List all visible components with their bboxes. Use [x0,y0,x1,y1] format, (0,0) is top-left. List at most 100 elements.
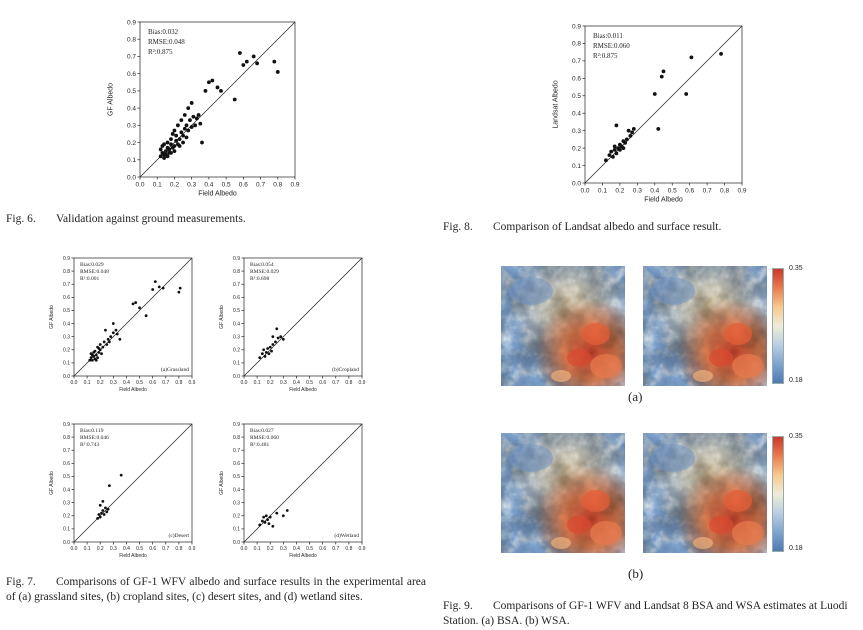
data-point [271,335,275,339]
data-point [626,128,631,133]
stat-line: Bias:0.029 [80,262,104,268]
y-tick-label: 0.6 [63,461,70,467]
x-axis-label: Field Albedo [119,387,147,393]
x-tick-label: 0.4 [123,380,130,386]
fig8-chart: 0.00.0 0.1 0.1 0.2 0.2 0.3 0.3 0.4 0.4 0.5 0.5 0.6 0… [553,23,747,203]
y-tick-label: 0.5 [233,308,240,314]
y-tick-label: 0.6 [127,71,136,78]
data-point [609,149,614,154]
x-tick-label: 0.0 [580,188,589,195]
data-point [106,507,110,511]
y-tick-label: 0.5 [63,474,70,480]
y-tick-label: 0.7 [233,282,240,288]
data-point [241,63,246,67]
x-tick-label: 0.8 [273,182,282,189]
x-tick-label: 0.0 [241,380,248,386]
data-point [96,517,99,520]
data-point [276,336,280,340]
y-tick-label: 0.1 [233,361,240,367]
fig9b-colorbar [772,436,784,552]
x-tick-label: 0.1 [84,546,91,552]
stat-line: R²:0.875 [593,52,618,60]
stat-line: RMSE:0.060 [250,435,279,441]
data-point [266,518,269,522]
x-tick-label: 0.4 [204,182,213,189]
data-point [182,126,187,131]
y-tick-label: 0.7 [63,282,70,288]
y-tick-label: 0.3 [127,123,136,130]
data-point [169,150,173,155]
data-point [100,352,103,356]
fig7c-chart: 0.00.0 0.1 0.1 0.2 0.2 0.3 0.3 0.4 0.4 0.5 0.5 0.6 0… [49,422,196,559]
x-tick-label: 0.2 [267,380,274,386]
x-tick-label: 0.7 [256,182,265,189]
data-point [196,113,201,117]
fig8-caption: Fig. 8. Comparison of Landsat albedo and … [443,220,858,235]
x-tick-label: 0.6 [319,380,326,386]
data-point [184,123,189,128]
data-point [281,337,285,341]
data-point [100,511,103,515]
y-tick-label: 0.5 [572,93,581,100]
data-point [285,509,289,512]
data-point [89,356,93,360]
data-point [614,151,619,156]
data-point [628,134,633,138]
x-tick-label: 0.3 [633,188,642,195]
data-point [237,51,242,55]
y-tick-label: 0.1 [127,157,136,164]
y-tick-label: 0.9 [63,256,70,262]
stat-line: R²:0.698 [250,276,269,282]
one-to-one-line [73,423,193,543]
data-point [271,524,275,528]
x-axis-label: Field Albedo [289,553,317,559]
data-point [97,513,101,516]
fig7a-chart: 0.00.0 0.1 0.1 0.2 0.2 0.3 0.3 0.4 0.4 0.5 0.5 0.6 0… [49,256,196,393]
fig6-caption: Fig. 6. Validation against ground measure… [6,212,426,227]
data-point [88,358,92,362]
fig7-caption: Fig. 7. Comparisons of GF-1 WFV albedo an… [6,575,426,605]
y-tick-label: 0.1 [572,163,581,170]
fig6-caption-text: Validation against ground measurements. [56,213,246,225]
data-point [611,154,615,159]
y-tick-label: 0.9 [233,422,240,428]
data-point [109,335,113,339]
data-point [101,509,105,512]
data-point [98,515,102,519]
fig6-chart: 0.00.0 0.1 0.1 0.2 0.2 0.3 0.3 0.4 0.4 0.5 0.5 0.6 0… [108,19,300,197]
x-tick-label: 0.1 [254,380,261,386]
y-tick-label: 0.4 [63,321,70,327]
data-point [104,506,107,510]
x-axis-label: Field Albedo [198,190,237,197]
data-point [144,314,148,318]
fig9a-colorbar-min: 0.18 [789,377,803,384]
x-tick-label: 0.8 [175,380,182,386]
data-point [612,147,617,152]
data-point [93,349,97,353]
data-point [165,154,170,159]
x-tick-label: 0.9 [737,188,746,195]
x-tick-label: 0.5 [668,188,677,195]
x-tick-label: 0.2 [97,380,104,386]
y-tick-label: 0.2 [233,348,240,354]
data-point [258,523,262,527]
data-point [189,125,194,129]
data-point [162,142,167,147]
x-tick-label: 0.7 [332,380,339,386]
fig7b-chart: 0.00.0 0.1 0.1 0.2 0.2 0.3 0.3 0.4 0.4 0.5 0.5 0.6 0… [219,256,366,393]
data-point [264,514,268,518]
data-point [268,515,272,519]
data-point [268,345,272,349]
y-tick-label: 0.6 [233,461,240,467]
data-point [631,127,636,131]
fig9-caption-label: Fig. 9. [443,600,473,612]
stat-line: RMSE:0.048 [80,269,109,275]
y-tick-label: 0.5 [63,308,70,314]
data-point [157,285,161,289]
data-point [172,144,177,148]
data-point [219,88,223,93]
stat-line: RMSE:0.029 [250,269,279,275]
y-tick-label: 0.4 [572,110,581,117]
panel-label: (d)Wetland [334,532,359,539]
y-tick-label: 0.3 [233,334,240,340]
